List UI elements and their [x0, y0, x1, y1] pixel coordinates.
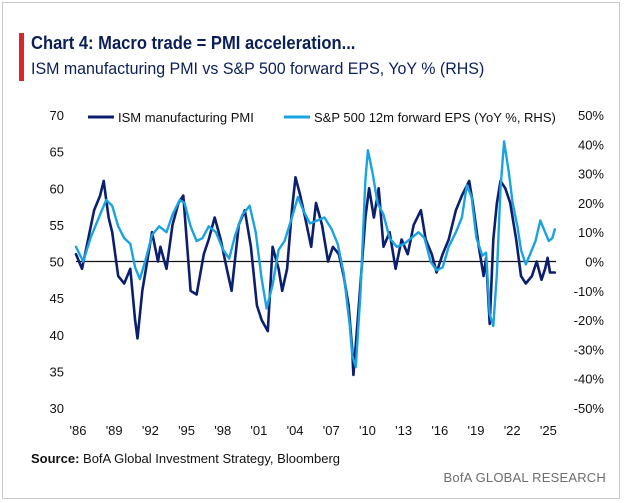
x-tick-label: '16 — [431, 423, 448, 438]
pmi-series-line — [74, 176, 557, 377]
x-tick-label: '04 — [287, 423, 304, 438]
right-tick-label: -10% — [574, 284, 605, 299]
right-tick-label: -40% — [574, 372, 605, 387]
right-tick-label: -50% — [574, 401, 605, 416]
left-tick-label: 65 — [50, 145, 64, 160]
brand-footer: BofA GLOBAL RESEARCH — [443, 470, 606, 485]
x-tick-label: '13 — [395, 423, 412, 438]
right-tick-label: -20% — [574, 313, 605, 328]
chart-subtitle: ISM manufacturing PMI vs S&P 500 forward… — [31, 59, 485, 78]
x-tick-label: '98 — [214, 423, 231, 438]
right-tick-label: 30% — [578, 167, 604, 182]
chart-title: Chart 4: Macro trade = PMI acceleration.… — [31, 33, 356, 53]
legend-label-eps: S&P 500 12m forward EPS (YoY %, RHS) — [314, 110, 556, 125]
left-tick-label: 55 — [50, 218, 64, 233]
x-tick-label: '95 — [178, 423, 195, 438]
source-text: BofA Global Investment Strategy, Bloombe… — [79, 451, 341, 466]
left-tick-label: 70 — [50, 108, 64, 123]
left-tick-label: 60 — [50, 181, 64, 196]
x-tick-label: '22 — [504, 423, 521, 438]
right-tick-label: 20% — [578, 196, 604, 211]
legend: ISM manufacturing PMI S&P 500 12m forwar… — [88, 110, 556, 125]
left-tick-label: 40 — [50, 328, 64, 343]
left-tick-label: 35 — [50, 364, 64, 379]
x-tick-label: '01 — [250, 423, 267, 438]
x-tick-label: '07 — [323, 423, 340, 438]
x-tick-label: '89 — [106, 423, 123, 438]
right-tick-label: 0% — [585, 255, 604, 270]
right-tick-label: -30% — [574, 342, 605, 357]
left-tick-label: 50 — [50, 255, 64, 270]
x-axis: '86 '89 '92 '95 '98 '01 '04 '07 '10 '13 '16 '19 '22 '… — [70, 423, 557, 438]
title-accent-bar — [19, 33, 24, 81]
right-tick-label: 50% — [578, 108, 604, 123]
right-tick-label: 10% — [578, 225, 604, 240]
x-tick-label: '25 — [540, 423, 557, 438]
series-layer — [74, 140, 557, 377]
left-tick-label: 45 — [50, 291, 64, 306]
source-label: Source: — [31, 451, 80, 466]
x-tick-label: '92 — [142, 423, 159, 438]
eps-series-line — [74, 140, 556, 369]
left-tick-label: 30 — [50, 401, 64, 416]
left-axis: 30 35 40 45 50 55 60 65 70 — [50, 108, 64, 416]
right-tick-label: 40% — [578, 137, 604, 152]
legend-label-pmi: ISM manufacturing PMI — [118, 110, 254, 125]
x-tick-label: '86 — [70, 423, 87, 438]
right-axis: -50% -40% -30% -20% -10% 0% 10% 20% 30% 40% 50% — [574, 108, 605, 416]
x-tick-label: '10 — [359, 423, 376, 438]
source-note: Source: BofA Global Investment Strategy,… — [31, 451, 340, 466]
x-tick-label: '19 — [468, 423, 485, 438]
